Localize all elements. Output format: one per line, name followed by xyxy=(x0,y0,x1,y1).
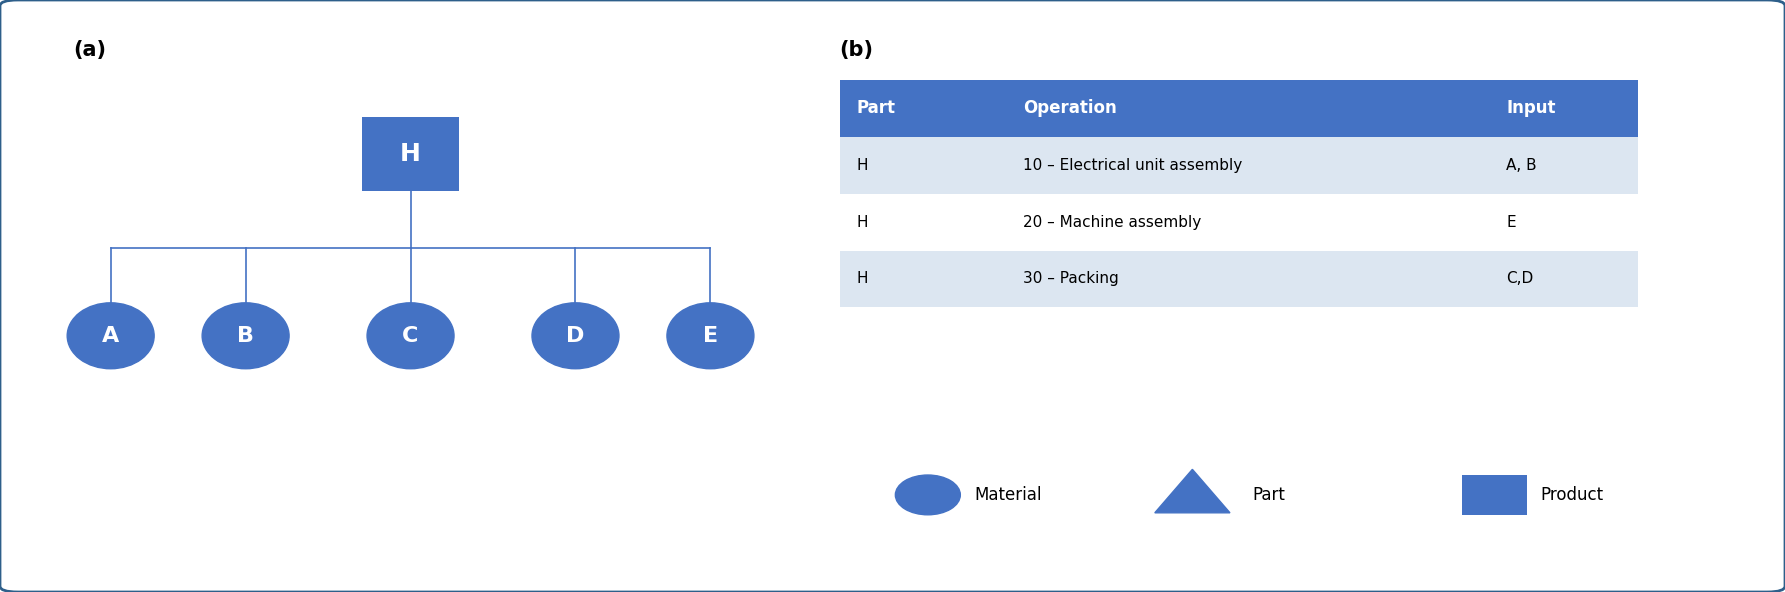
Text: (b): (b) xyxy=(839,40,873,60)
Text: C,D: C,D xyxy=(1507,272,1533,287)
Text: A: A xyxy=(102,326,120,346)
Text: 10 – Electrical unit assembly: 10 – Electrical unit assembly xyxy=(1023,158,1242,173)
Text: Part: Part xyxy=(857,99,896,117)
Bar xyxy=(362,117,459,191)
Text: 20 – Machine assembly: 20 – Machine assembly xyxy=(1023,215,1201,230)
Text: Input: Input xyxy=(1507,99,1555,117)
Text: (a): (a) xyxy=(73,40,105,60)
Circle shape xyxy=(368,303,453,369)
Bar xyxy=(839,137,1007,194)
Bar xyxy=(1489,137,1639,194)
Text: E: E xyxy=(1507,215,1515,230)
Text: H: H xyxy=(857,272,868,287)
Bar xyxy=(1489,194,1639,250)
Text: Product: Product xyxy=(1540,486,1603,504)
Text: H: H xyxy=(857,215,868,230)
Bar xyxy=(1462,475,1526,515)
Bar xyxy=(839,194,1007,250)
Text: H: H xyxy=(400,142,421,166)
Circle shape xyxy=(68,303,154,369)
Circle shape xyxy=(896,475,960,515)
Bar xyxy=(839,80,1007,137)
Bar xyxy=(1007,250,1489,307)
Bar xyxy=(1007,194,1489,250)
Bar xyxy=(1489,250,1639,307)
Text: Operation: Operation xyxy=(1023,99,1117,117)
Text: B: B xyxy=(237,326,253,346)
Bar xyxy=(1007,137,1489,194)
Text: Material: Material xyxy=(975,486,1042,504)
Text: E: E xyxy=(703,326,718,346)
Bar xyxy=(1007,80,1489,137)
Text: C: C xyxy=(402,326,419,346)
Circle shape xyxy=(532,303,619,369)
Circle shape xyxy=(668,303,753,369)
Text: H: H xyxy=(857,158,868,173)
Text: A, B: A, B xyxy=(1507,158,1537,173)
Bar xyxy=(839,250,1007,307)
Bar xyxy=(1489,80,1639,137)
Circle shape xyxy=(202,303,289,369)
Text: 30 – Packing: 30 – Packing xyxy=(1023,272,1119,287)
Polygon shape xyxy=(1155,469,1230,513)
Text: Part: Part xyxy=(1253,486,1285,504)
Text: D: D xyxy=(566,326,585,346)
